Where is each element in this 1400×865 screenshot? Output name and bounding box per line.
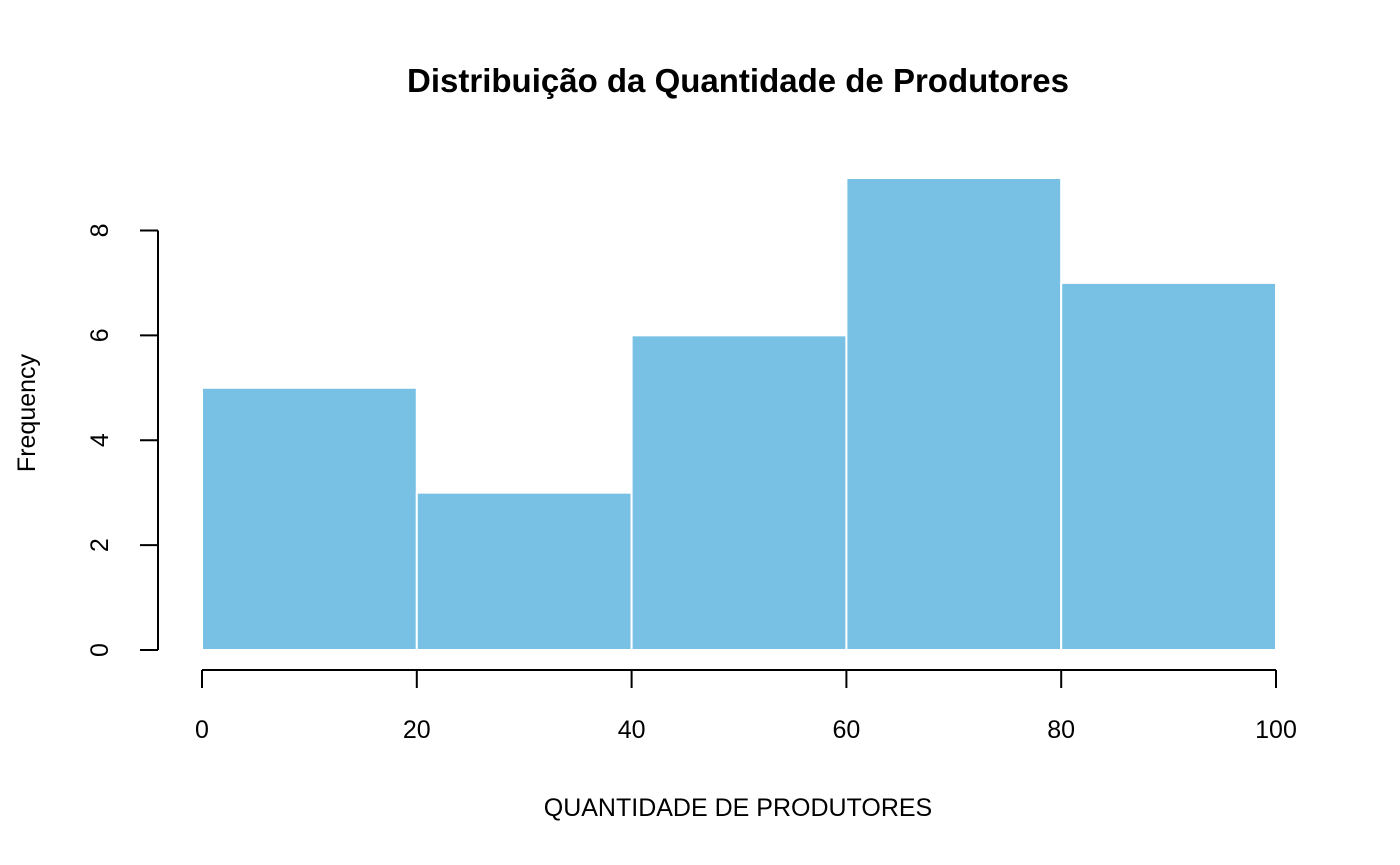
y-axis-title: Frequency: [13, 353, 41, 472]
histogram-bar: [201, 386, 418, 651]
y-tick-label: 8: [86, 223, 114, 237]
x-tick-label: 20: [403, 716, 431, 744]
histogram-bar: [1060, 281, 1277, 651]
x-tick-label: 100: [1255, 716, 1297, 744]
x-tick-label: 40: [618, 716, 646, 744]
x-tick-label: 0: [195, 716, 209, 744]
y-tick-label: 0: [86, 643, 114, 657]
y-tick-label: 6: [86, 328, 114, 342]
histogram-bar: [630, 334, 848, 651]
x-tick-label: 60: [832, 716, 860, 744]
histogram-bar: [415, 491, 633, 651]
chart-title: Distribuição da Quantidade de Produtores: [407, 62, 1069, 99]
histogram-bar: [845, 177, 1063, 651]
bars-group: [201, 177, 1277, 651]
x-axis: 0 20 40 60 80 100: [195, 669, 1297, 744]
x-axis-title: QUANTIDADE DE PRODUTORES: [544, 794, 932, 822]
y-tick-label: 4: [86, 433, 114, 447]
y-tick-label: 2: [86, 538, 114, 552]
y-axis: 0 2 4 6 8: [86, 223, 159, 657]
x-tick-label: 80: [1047, 716, 1075, 744]
